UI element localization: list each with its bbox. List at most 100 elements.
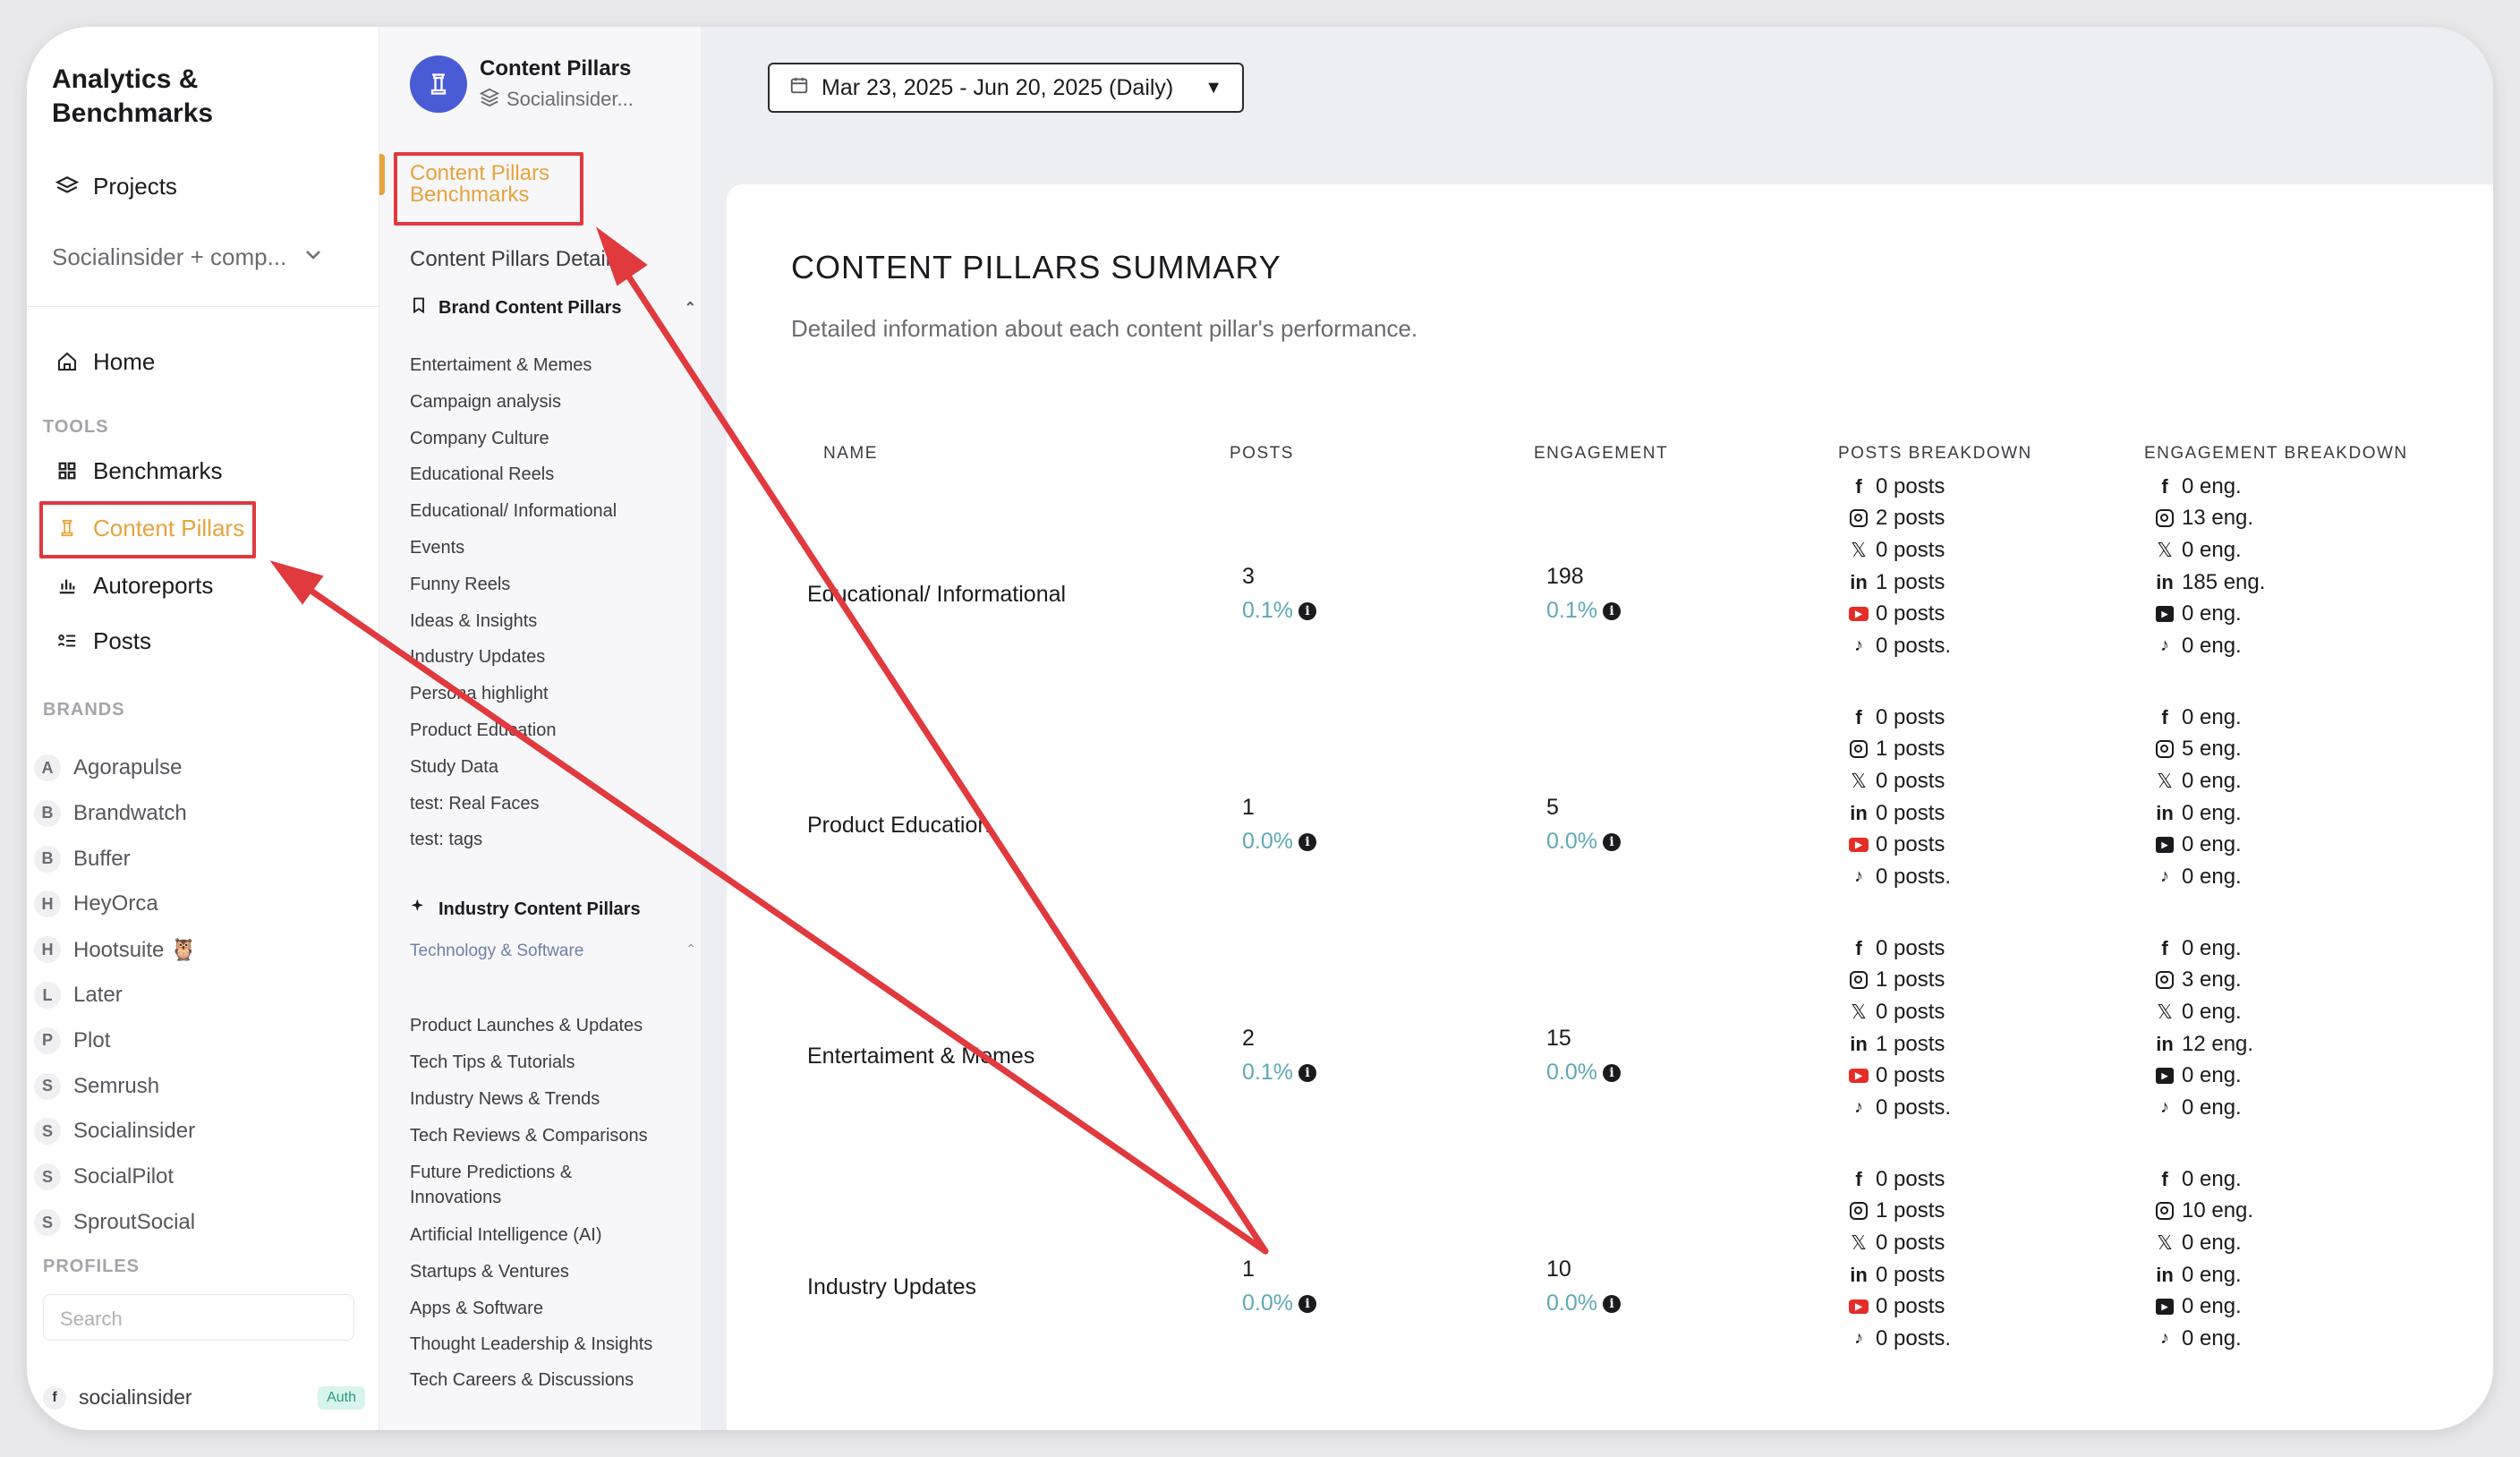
posts-breakdown-line: 1 posts	[1849, 965, 1951, 997]
brand-pillar-item[interactable]: Study Data	[410, 756, 498, 777]
industry-pillar-item[interactable]: Tech Reviews & Comparisons	[410, 1126, 648, 1146]
brand-pillar-item[interactable]: test: tags	[410, 830, 483, 850]
posts-percent: 0.0% i	[1242, 1291, 1316, 1316]
brand-item[interactable]: B Buffer	[34, 841, 131, 877]
industry-pillar-item[interactable]: Product Launches & Updates	[410, 1016, 643, 1035]
x-icon: 𝕏	[2157, 538, 2173, 561]
brand-item[interactable]: A Agorapulse	[34, 750, 182, 786]
industry-pillar-item[interactable]: Future Predictions & Innovations	[410, 1163, 573, 1207]
posts-breakdown-line: ♪ 0 posts.	[1849, 1323, 1951, 1355]
tiktok-icon: ♪	[1854, 1097, 1863, 1118]
nav-content-pillars[interactable]: Content Pillars	[45, 508, 253, 548]
main-content: Mar 23, 2025 - Jun 20, 2025 (Daily) ▼ CO…	[702, 27, 2493, 1430]
brand-avatar: H	[34, 936, 61, 964]
brand-pillar-item[interactable]: Product Education	[410, 720, 557, 740]
link-pillars-benchmarks[interactable]: Content Pillars Benchmarks	[410, 161, 550, 207]
industry-pillar-item[interactable]: Apps & Software	[410, 1299, 543, 1318]
date-range-picker[interactable]: Mar 23, 2025 - Jun 20, 2025 (Daily) ▼	[768, 63, 1244, 113]
col-header-posts-breakdown: POSTS BREAKDOWN	[1838, 444, 2032, 463]
info-icon[interactable]: i	[1602, 1294, 1621, 1313]
facebook-icon: f	[2161, 705, 2168, 728]
youtube-icon: ▶	[1849, 838, 1869, 853]
youtube-icon: ▶	[2155, 1299, 2175, 1316]
posts-breakdown-line: ▶ 0 posts	[1849, 1291, 1951, 1323]
posts-count: 3	[1242, 564, 1255, 589]
nav-benchmarks[interactable]: Benchmarks	[45, 451, 232, 490]
brand-pillar-item[interactable]: Campaign analysis	[410, 391, 561, 412]
brand-item[interactable]: H Hootsuite 🦉	[34, 932, 197, 967]
posts-breakdown-line: ▶ 0 posts	[1849, 598, 1951, 630]
industry-pillar-item[interactable]: Industry News & Trends	[410, 1089, 600, 1109]
posts-breakdown-line: ♪ 0 posts.	[1849, 861, 1951, 893]
brand-pillar-item[interactable]: Persona highlight	[410, 684, 549, 704]
info-icon[interactable]: i	[1298, 1294, 1316, 1313]
youtube-icon: ▶	[2155, 606, 2175, 623]
bookmark-icon	[410, 295, 428, 320]
tiktok-icon: ♪	[2160, 1328, 2169, 1349]
brand-name: Agorapulse	[73, 755, 183, 780]
chevron-down-icon	[302, 243, 324, 271]
info-icon[interactable]: i	[1298, 832, 1316, 851]
engagement-breakdown-line: ♪ 0 eng.	[2155, 630, 2265, 662]
nav-posts[interactable]: Posts	[45, 621, 160, 660]
annotation-box-content-pillars	[39, 501, 256, 558]
linkedin-icon: in	[1850, 1263, 1868, 1286]
brand-item[interactable]: L Later	[34, 977, 123, 1013]
info-icon[interactable]: i	[1602, 1063, 1621, 1082]
industry-pillar-item[interactable]: Artificial Intelligence (AI)	[410, 1225, 602, 1245]
auth-badge[interactable]: Auth	[318, 1385, 365, 1410]
summary-subtitle: Detailed information about each content …	[791, 315, 1418, 342]
brand-pillars-group[interactable]: Brand Content Pillars ⌃	[410, 295, 696, 320]
industry-subgroup[interactable]: Technology & Software ⌃	[410, 942, 696, 960]
x-icon: 𝕏	[1851, 1231, 1867, 1254]
profile-item[interactable]: f socialinsider Auth	[43, 1385, 365, 1410]
brand-pillar-item[interactable]: Funny Reels	[410, 574, 511, 594]
brand-item[interactable]: H HeyOrca	[34, 886, 158, 922]
instagram-icon	[1849, 1202, 1869, 1221]
brand-name: Buffer	[73, 846, 131, 871]
brand-pillar-item[interactable]: Ideas & Insights	[410, 610, 538, 631]
x-icon: 𝕏	[1851, 769, 1867, 792]
industry-pillar-item[interactable]: Startups & Ventures	[410, 1262, 569, 1282]
info-icon[interactable]: i	[1298, 1063, 1316, 1082]
industry-pillar-item[interactable]: Thought Leadership & Insights	[410, 1334, 653, 1354]
brand-item[interactable]: S Socialinsider	[34, 1113, 195, 1149]
engagement-count: 198	[1546, 564, 1584, 589]
posts-count: 1	[1242, 1257, 1255, 1282]
industry-pillar-item[interactable]: Tech Careers & Discussions	[410, 1370, 634, 1390]
brand-item[interactable]: B Brandwatch	[34, 796, 187, 831]
brand-pillar-item[interactable]: Events	[410, 538, 465, 558]
brand-pillar-item[interactable]: Company Culture	[410, 428, 549, 448]
nav-projects[interactable]: Projects	[45, 166, 186, 206]
brand-pillar-item[interactable]: Entertaiment & Memes	[410, 355, 592, 375]
linkedin-icon: in	[2156, 1263, 2174, 1286]
brand-item[interactable]: P Plot	[34, 1023, 110, 1059]
brand-item[interactable]: S Semrush	[34, 1069, 159, 1104]
brand-item[interactable]: S SproutSocial	[34, 1205, 195, 1240]
brand-pillar-item[interactable]: Educational Reels	[410, 464, 555, 485]
pillars-title: Content Pillars	[480, 56, 632, 81]
facebook-icon: f	[1855, 1167, 1862, 1190]
x-icon: 𝕏	[2157, 769, 2173, 792]
project-select[interactable]: Socialinsider + comp...	[52, 243, 324, 271]
nav-autoreports[interactable]: Autoreports	[45, 566, 222, 605]
calendar-icon	[789, 75, 809, 101]
linkedin-icon: in	[1850, 1032, 1868, 1055]
info-icon[interactable]: i	[1602, 832, 1621, 851]
nav-home[interactable]: Home	[45, 342, 164, 381]
brand-pillar-item[interactable]: Industry Updates	[410, 647, 546, 668]
info-icon[interactable]: i	[1602, 601, 1621, 620]
brand-avatar: H	[34, 890, 61, 918]
industry-pillars-group[interactable]: Industry Content Pillars	[410, 897, 696, 922]
brand-pillar-item[interactable]: test: Real Faces	[410, 793, 540, 814]
link-pillars-details[interactable]: Content Pillars Details	[410, 247, 622, 271]
brand-item[interactable]: S SocialPilot	[34, 1159, 174, 1195]
brand-pillar-item[interactable]: Educational/ Informational	[410, 501, 617, 522]
info-icon[interactable]: i	[1298, 601, 1316, 620]
profile-search-input[interactable]: Search	[43, 1294, 354, 1341]
industry-pillar-item[interactable]: Tech Tips & Tutorials	[410, 1052, 575, 1072]
posts-breakdown-line: ▶ 0 posts	[1849, 829, 1951, 861]
